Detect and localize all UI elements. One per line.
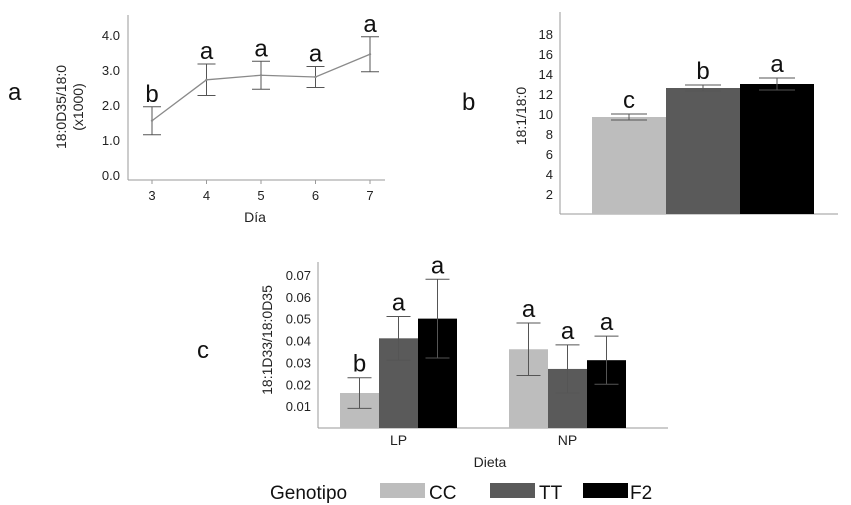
chart-a-sig-letter: a	[200, 38, 214, 65]
chart-a-ylabel: 18:0D35/18:0(x1000)	[53, 65, 86, 149]
chart-a-ytick-label: 4.0	[102, 28, 120, 43]
chart-c-sig-letter: a	[431, 252, 445, 279]
chart-a-xtick-label: 3	[148, 188, 155, 203]
chart-b-ytick-label: 12	[539, 87, 553, 102]
chart-b-ytick-label: 8	[546, 127, 553, 142]
legend-label-f2: F2	[630, 483, 652, 504]
chart-a-sig-letter: a	[309, 41, 323, 68]
chart-a-sig-letter: a	[254, 35, 268, 62]
chart-c-ytick-label: 0.01	[286, 399, 311, 414]
chart-c-sig-letter: b	[353, 351, 366, 378]
chart-c-xtick-label: LP	[390, 432, 407, 448]
chart-a-xtick-label: 5	[257, 188, 264, 203]
chart-a-point	[205, 78, 208, 82]
panel-label-b: b	[462, 89, 475, 116]
chart-a-ytick-label: 0.0	[102, 168, 120, 183]
chart-b-ytick-label: 18	[539, 27, 553, 42]
chart-c-xtick-label: NP	[558, 432, 577, 448]
chart-b-sig-letter: a	[770, 51, 784, 78]
chart-a-ytick-label: 3.0	[102, 63, 120, 78]
chart-a-xlabel: Día	[244, 209, 266, 225]
chart-b-ylabel: 18:1/18:0	[513, 87, 529, 146]
chart-a-ylabel-line: (x1000)	[70, 83, 86, 130]
legend-label-tt: TT	[539, 483, 563, 504]
chart-a-sig-letter: b	[145, 81, 158, 108]
chart-c-sig-letter: a	[522, 296, 536, 323]
chart-b-ytick-label: 10	[539, 107, 553, 122]
chart-b-sig-letter: c	[623, 87, 635, 114]
chart-c-ytick-label: 0.04	[286, 334, 311, 349]
chart-b-bar-tt	[666, 88, 740, 214]
chart-a-ylabel-line: 18:0D35/18:0	[53, 65, 69, 149]
chart-c-ytick-label: 0.07	[286, 268, 311, 283]
chart-b-sig-letter: b	[696, 58, 709, 85]
chart-c-sig-letter: a	[392, 289, 406, 316]
legend-label-cc: CC	[429, 483, 456, 504]
chart-b-bar: 2 4 6 8 10 12 14 16 18 c b a 18:1/18:0	[513, 12, 838, 215]
chart-c-xlabel: Dieta	[474, 454, 507, 470]
chart-c-ytick-label: 0.03	[286, 355, 311, 370]
chart-b-bar-f2	[740, 84, 814, 214]
legend-swatch-tt	[490, 483, 535, 498]
chart-a-point	[150, 119, 154, 122]
chart-a-ytick-label: 1.0	[102, 133, 120, 148]
chart-b-ytick-label: 4	[546, 167, 553, 182]
legend-title: Genotipo	[270, 483, 347, 504]
chart-a-line: 0.0 1.0 2.0 3.0 4.0 3 4 5 6 7 b a a a a Día 18:0D35/18:0…	[53, 11, 385, 225]
panel-label-a: a	[8, 79, 22, 106]
chart-a-point	[368, 53, 372, 56]
chart-b-ytick-label: 14	[539, 67, 553, 82]
legend: Genotipo CC TT F2	[270, 483, 652, 504]
chart-b-ytick-label: 2	[546, 187, 553, 202]
chart-a-point	[259, 74, 263, 77]
chart-c-ytick-label: 0.02	[286, 377, 311, 392]
chart-b-bar-cc	[592, 117, 666, 214]
chart-b-ytick-label: 16	[539, 47, 553, 62]
chart-a-sig-letter: a	[363, 11, 377, 38]
chart-a-xtick-label: 6	[312, 188, 319, 203]
legend-swatch-f2	[583, 483, 628, 498]
chart-a-ytick-label: 2.0	[102, 98, 120, 113]
chart-c-sig-letter: a	[600, 309, 614, 336]
chart-b-ytick-label: 6	[546, 147, 553, 162]
chart-c-ylabel: 18:1D33/18:0D35	[259, 285, 275, 395]
panel-label-c: c	[197, 337, 209, 364]
chart-c-ytick-label: 0.06	[286, 290, 311, 305]
chart-c-sig-letter: a	[561, 318, 575, 345]
chart-a-point	[314, 75, 317, 79]
legend-swatch-cc	[380, 483, 425, 498]
chart-a-xtick-label: 4	[203, 188, 210, 203]
chart-a-xtick-label: 7	[366, 188, 373, 203]
chart-c-ytick-label: 0.05	[286, 312, 311, 327]
